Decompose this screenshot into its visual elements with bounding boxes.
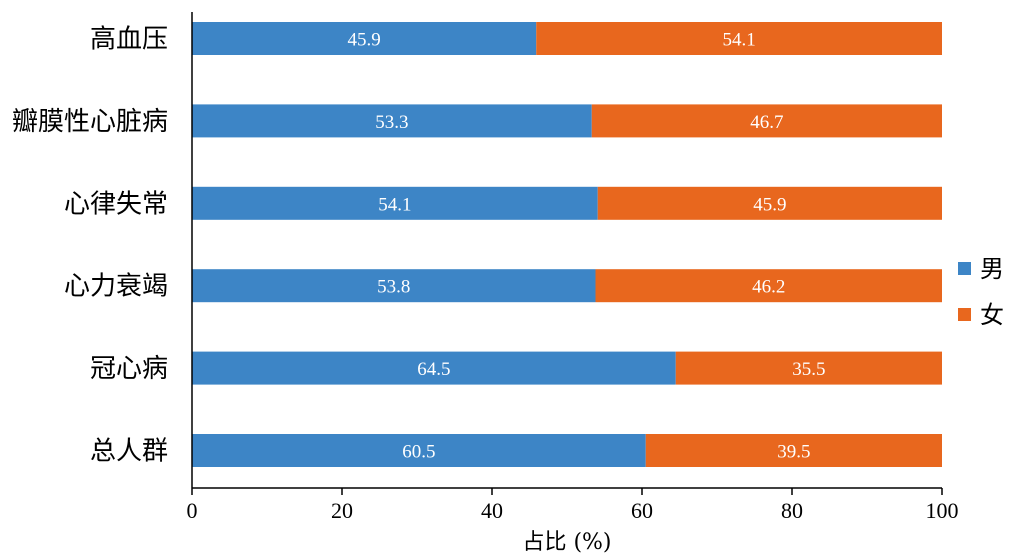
x-axis-title: 占比 (%)	[522, 530, 611, 555]
bar-female-2	[597, 186, 942, 220]
bar-male-2	[192, 186, 598, 220]
category-label-4: 冠心病	[90, 354, 168, 384]
x-tick-label-1: 20	[331, 498, 353, 523]
x-tick-label-5: 100	[926, 498, 959, 523]
legend-swatch-male	[958, 262, 971, 275]
x-tick-label-4: 80	[781, 498, 803, 523]
bar-male-1	[192, 104, 592, 138]
data-label-female-0: 54.1	[723, 30, 756, 51]
data-label-male-0: 45.9	[348, 30, 381, 51]
bar-male-0	[192, 22, 537, 55]
x-axis-ticks: 0 20 40 60 80 100	[187, 488, 959, 523]
data-label-male-1: 53.3	[375, 112, 408, 133]
bar-female-5	[645, 434, 942, 467]
x-tick-label-2: 40	[481, 498, 503, 523]
bar-male-3	[192, 269, 596, 303]
legend-swatch-female	[958, 308, 971, 321]
legend-label-male: 男	[980, 255, 1004, 283]
data-label-male-2: 54.1	[378, 194, 411, 215]
x-tick-label-3: 60	[631, 498, 653, 523]
bar-female-3	[595, 269, 942, 303]
category-label-5: 总人群	[90, 437, 168, 467]
data-label-female-1: 46.7	[750, 112, 783, 133]
bars-layer	[192, 22, 942, 467]
category-label-3: 心力衰竭	[64, 272, 168, 302]
data-label-female-3: 46.2	[752, 277, 785, 298]
data-label-male-3: 53.8	[377, 277, 410, 298]
category-label-1: 瓣膜性心脏病	[12, 107, 168, 137]
legend: 男女	[958, 255, 1004, 329]
bar-female-0	[536, 22, 942, 55]
data-label-female-2: 45.9	[753, 194, 786, 215]
legend-label-female: 女	[980, 301, 1004, 329]
x-tick-label-0: 0	[187, 498, 198, 523]
data-labels-layer: 45.9 54.1 53.3 46.7 54.1 45.9 53.8 46.2 64.5 35.5…	[348, 30, 826, 463]
data-label-female-4: 35.5	[792, 359, 825, 380]
category-label-2: 心律失常	[64, 189, 168, 219]
data-label-male-5: 60.5	[402, 442, 435, 463]
bar-female-1	[591, 104, 942, 138]
data-label-male-4: 64.5	[417, 359, 450, 380]
category-label-0: 高血压	[90, 25, 168, 55]
bar-female-4	[675, 351, 942, 385]
data-label-female-5: 39.5	[777, 442, 810, 463]
bar-male-4	[192, 351, 676, 385]
bar-male-5	[192, 434, 646, 467]
